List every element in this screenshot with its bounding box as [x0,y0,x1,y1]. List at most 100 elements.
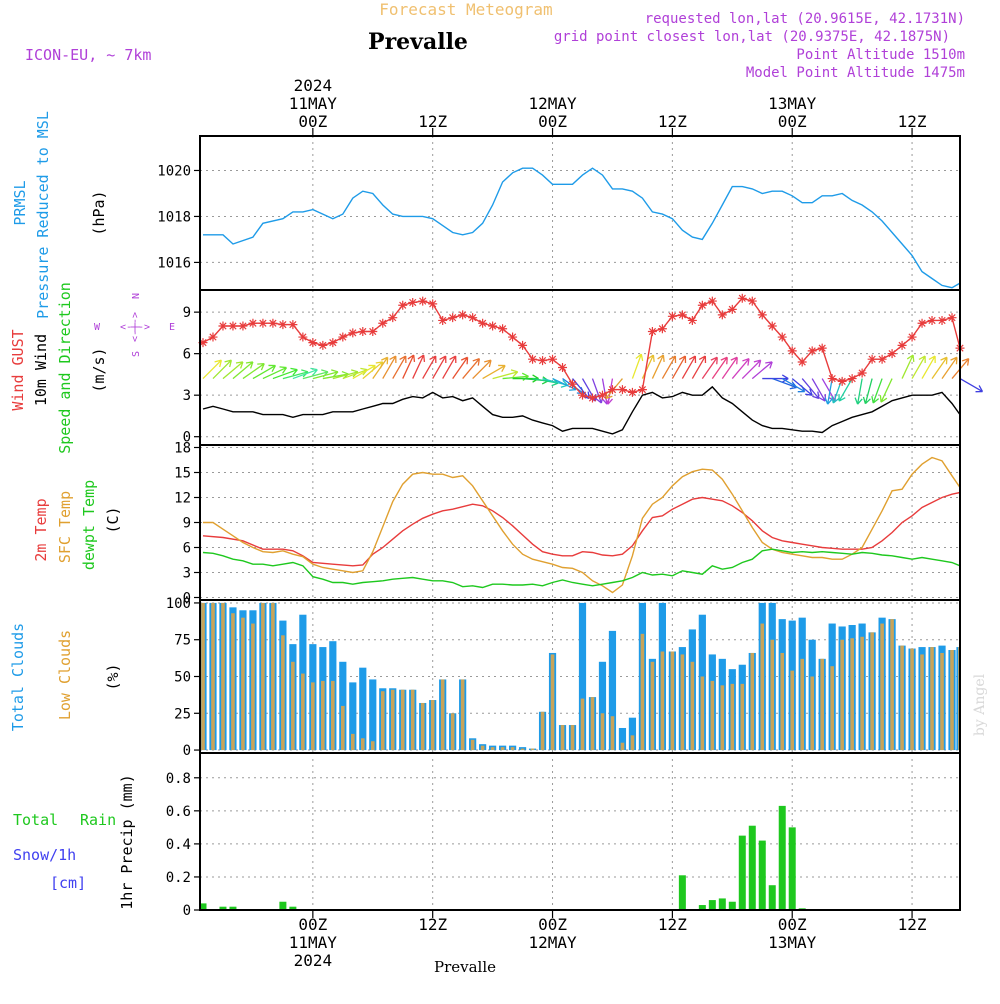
cloud-total-bar [608,630,617,751]
bottom-time-label: 00Z [778,915,807,934]
cloud-low-bar [271,602,275,751]
bottom-time-label: 2024 [294,951,333,970]
gust-point [368,327,378,337]
cloud-low-bar [800,658,805,751]
cloud-low-bar [680,654,685,751]
gust-point [807,346,817,356]
top-time-label: 13MAY [768,94,817,113]
wind-arrow [711,356,728,379]
temp-ytick-label: 9 [183,516,191,532]
wind-arrow [741,359,762,380]
cloud-low-bar [540,711,545,751]
wind-arrow [392,355,407,379]
gust-point [348,328,358,338]
cloud-low-bar [400,689,405,751]
cloud-ytick-label: 25 [174,706,191,722]
cloud-low-bar [460,679,465,751]
gust-point [478,318,488,328]
cloud-low-bar [301,673,305,751]
wind-arrow [801,378,820,400]
gust-point [498,324,508,334]
cloud-low-bar [480,745,485,751]
grid-point-coords: grid point closest lon,lat (20.9375E, 42… [554,29,950,45]
bottom-time-label: 12Z [898,915,927,934]
product-title: Forecast Meteogram [379,0,552,19]
precip-bar [718,898,726,910]
precip-bar [678,875,686,910]
gust-point [947,313,957,323]
wind-arrow [701,356,718,379]
cloud-low-bar [670,651,675,751]
cloud-low-bar [650,661,655,751]
wind-arrow [691,355,707,379]
cloud-unit: (%) [104,663,122,690]
temp-ytick-label: 6 [183,541,191,557]
gust-point [448,313,458,323]
gust-point [308,338,318,348]
precip-frame [199,752,961,911]
precip-bar [728,901,736,910]
gust-point [667,311,677,321]
wind-arrow [402,354,416,379]
bottom-time-label: 11MAY [289,933,338,952]
wind-arrow [931,356,948,379]
requested-coords: requested lon,lat (20.9615E, 42.1731N) [645,11,965,27]
gust-point [867,354,877,364]
compass-s: S [131,351,142,357]
temp-ytick-label: 0 [183,591,191,607]
gust-point [627,387,637,397]
cloud-panel [200,600,960,753]
temp-series-line [203,456,960,594]
temp-label-2m: 2m Temp [32,498,50,561]
wind-panel [198,290,984,445]
pressure-series-line [203,167,961,289]
cloud-low-bar [470,739,475,751]
top-time-label: 12Z [658,112,687,131]
precip-label-total: Total [13,811,58,829]
cloud-low-bar [640,633,645,751]
cloud-low-bar [500,747,505,751]
precip-bar [229,906,237,910]
location-title: Prevalle [368,29,468,55]
cloud-ytick-label: 100 [166,596,191,612]
temp-ytick-label: 3 [183,566,191,582]
cloud-low-bar [510,747,515,751]
precip-panel [200,755,960,910]
cloud-low-bar [870,632,874,751]
gust-point [617,385,627,395]
precip-label-snow: Snow/1h [13,846,76,864]
cloud-low-bar [590,697,595,751]
cloud-low-bar [311,682,315,751]
wind-arrow [482,364,506,380]
gust-point [727,304,737,314]
wind-arrow [372,356,389,379]
wind-arrow [462,358,481,379]
temp-ytick-label: 18 [174,441,191,457]
wind-arrow [751,361,773,380]
gust-point [398,300,408,310]
gust-point [268,318,278,328]
cloud-low-bar [241,617,245,751]
cloud-low-bar [720,685,725,751]
precip-ytick-label: 0.8 [166,771,191,787]
gust-point [518,340,528,350]
gust-point [797,357,807,367]
wind-arrow [824,378,833,405]
cloud-low-bar [530,748,535,751]
wind-arrow [292,367,318,380]
cloud-low-bar [840,639,844,751]
wind-arrow [382,355,397,379]
wind-arrow [492,369,519,380]
gust-point [937,315,947,325]
cloud-low-bar [341,705,345,751]
wind-label-10m: 10m Wind [32,334,50,406]
watermark: by Angel [972,673,988,736]
cloud-low-bar [390,689,395,751]
cloud-bars [200,602,960,751]
wind-arrow [202,359,223,380]
gust-point [298,332,308,342]
cloud-low-bar [880,623,884,751]
precip-bar [778,805,786,910]
wind-arrow [721,356,738,379]
precip-bar [708,900,716,910]
